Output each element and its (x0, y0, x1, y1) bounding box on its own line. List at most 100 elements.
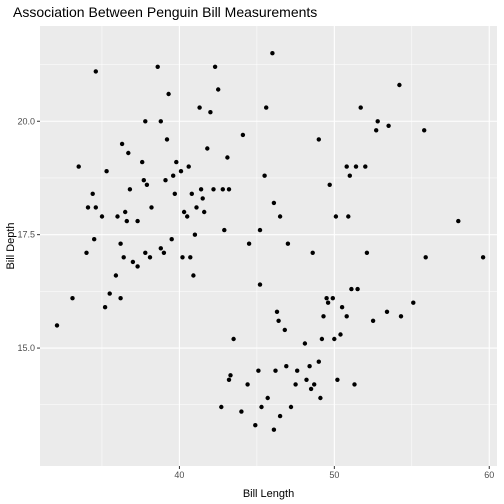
data-point (205, 146, 210, 151)
data-point (352, 382, 357, 387)
data-point (364, 250, 370, 255)
data-point (346, 214, 351, 219)
data-point (339, 305, 345, 310)
data-point (158, 246, 163, 251)
data-point (239, 409, 244, 414)
data-point (104, 169, 109, 174)
data-point (344, 314, 349, 319)
data-point (271, 427, 277, 432)
data-point (144, 182, 150, 187)
data-point (102, 305, 108, 310)
data-point (374, 128, 379, 133)
data-point (208, 110, 213, 115)
data-point (480, 255, 486, 260)
data-point (163, 178, 168, 183)
data-point (370, 318, 376, 323)
data-point (147, 255, 153, 260)
data-point (398, 314, 404, 319)
data-point (293, 382, 298, 387)
data-point (276, 318, 281, 323)
data-point (220, 187, 225, 192)
data-point (264, 105, 269, 110)
data-point (192, 232, 198, 237)
data-point (191, 273, 196, 278)
data-point (245, 382, 250, 387)
data-point (135, 264, 140, 269)
data-point (333, 214, 339, 219)
data-point (349, 286, 354, 292)
data-point (304, 377, 309, 382)
data-point (99, 214, 105, 219)
data-point (335, 377, 340, 382)
data-point (332, 336, 337, 342)
data-point (226, 187, 232, 192)
data-point (321, 314, 326, 319)
data-point (158, 119, 163, 124)
data-point (338, 332, 343, 337)
data-point (90, 191, 95, 196)
y-tick-label: 17.5 (17, 230, 35, 240)
data-point (171, 173, 176, 178)
data-points (54, 51, 486, 432)
data-point (130, 259, 136, 265)
data-point (174, 159, 179, 165)
data-point (113, 273, 119, 278)
data-point (355, 286, 360, 292)
data-point (140, 159, 145, 165)
data-point (256, 368, 261, 373)
data-point (259, 404, 264, 410)
data-point (319, 336, 325, 342)
data-point (166, 91, 171, 97)
data-point (384, 309, 390, 314)
data-point (312, 382, 317, 387)
data-point (270, 51, 275, 56)
data-point (316, 137, 321, 142)
data-point (178, 169, 184, 174)
data-point (212, 64, 218, 70)
data-point (325, 300, 331, 305)
data-point (282, 327, 287, 333)
y-tick-label: 20.0 (17, 116, 35, 126)
data-point (198, 187, 204, 192)
plot-panel (40, 26, 497, 466)
data-point (119, 141, 125, 147)
data-point (456, 218, 461, 224)
data-point (143, 119, 148, 124)
data-point (188, 255, 193, 260)
data-point (316, 359, 321, 364)
data-point (143, 250, 148, 255)
axis-ticks: 40 50 60 15.0 17.5 20.0 (17, 116, 494, 480)
y-axis-title: Bill Depth (5, 222, 17, 269)
data-point (76, 164, 81, 169)
data-point (181, 209, 187, 215)
data-point (54, 323, 60, 328)
data-point (231, 336, 236, 342)
data-point (271, 200, 277, 206)
data-point (92, 237, 97, 242)
data-point (185, 214, 190, 219)
data-point (257, 227, 263, 233)
data-point (274, 309, 280, 314)
data-point (115, 214, 120, 219)
data-point (211, 187, 216, 192)
data-point (423, 255, 428, 260)
data-point (118, 296, 123, 301)
data-point (197, 105, 202, 110)
data-point (123, 209, 128, 215)
data-point (246, 241, 252, 246)
data-point (330, 296, 335, 301)
data-point (118, 241, 123, 246)
chart-title: Association Between Penguin Bill Measure… (13, 4, 318, 20)
data-point (307, 364, 312, 369)
data-point (189, 191, 194, 196)
data-point (194, 205, 199, 210)
data-point (124, 218, 129, 224)
data-point (277, 214, 283, 219)
data-point (200, 196, 205, 201)
data-point (84, 250, 89, 255)
data-point (284, 364, 289, 369)
data-point (318, 395, 323, 401)
data-point (93, 69, 99, 74)
data-point (225, 155, 230, 160)
